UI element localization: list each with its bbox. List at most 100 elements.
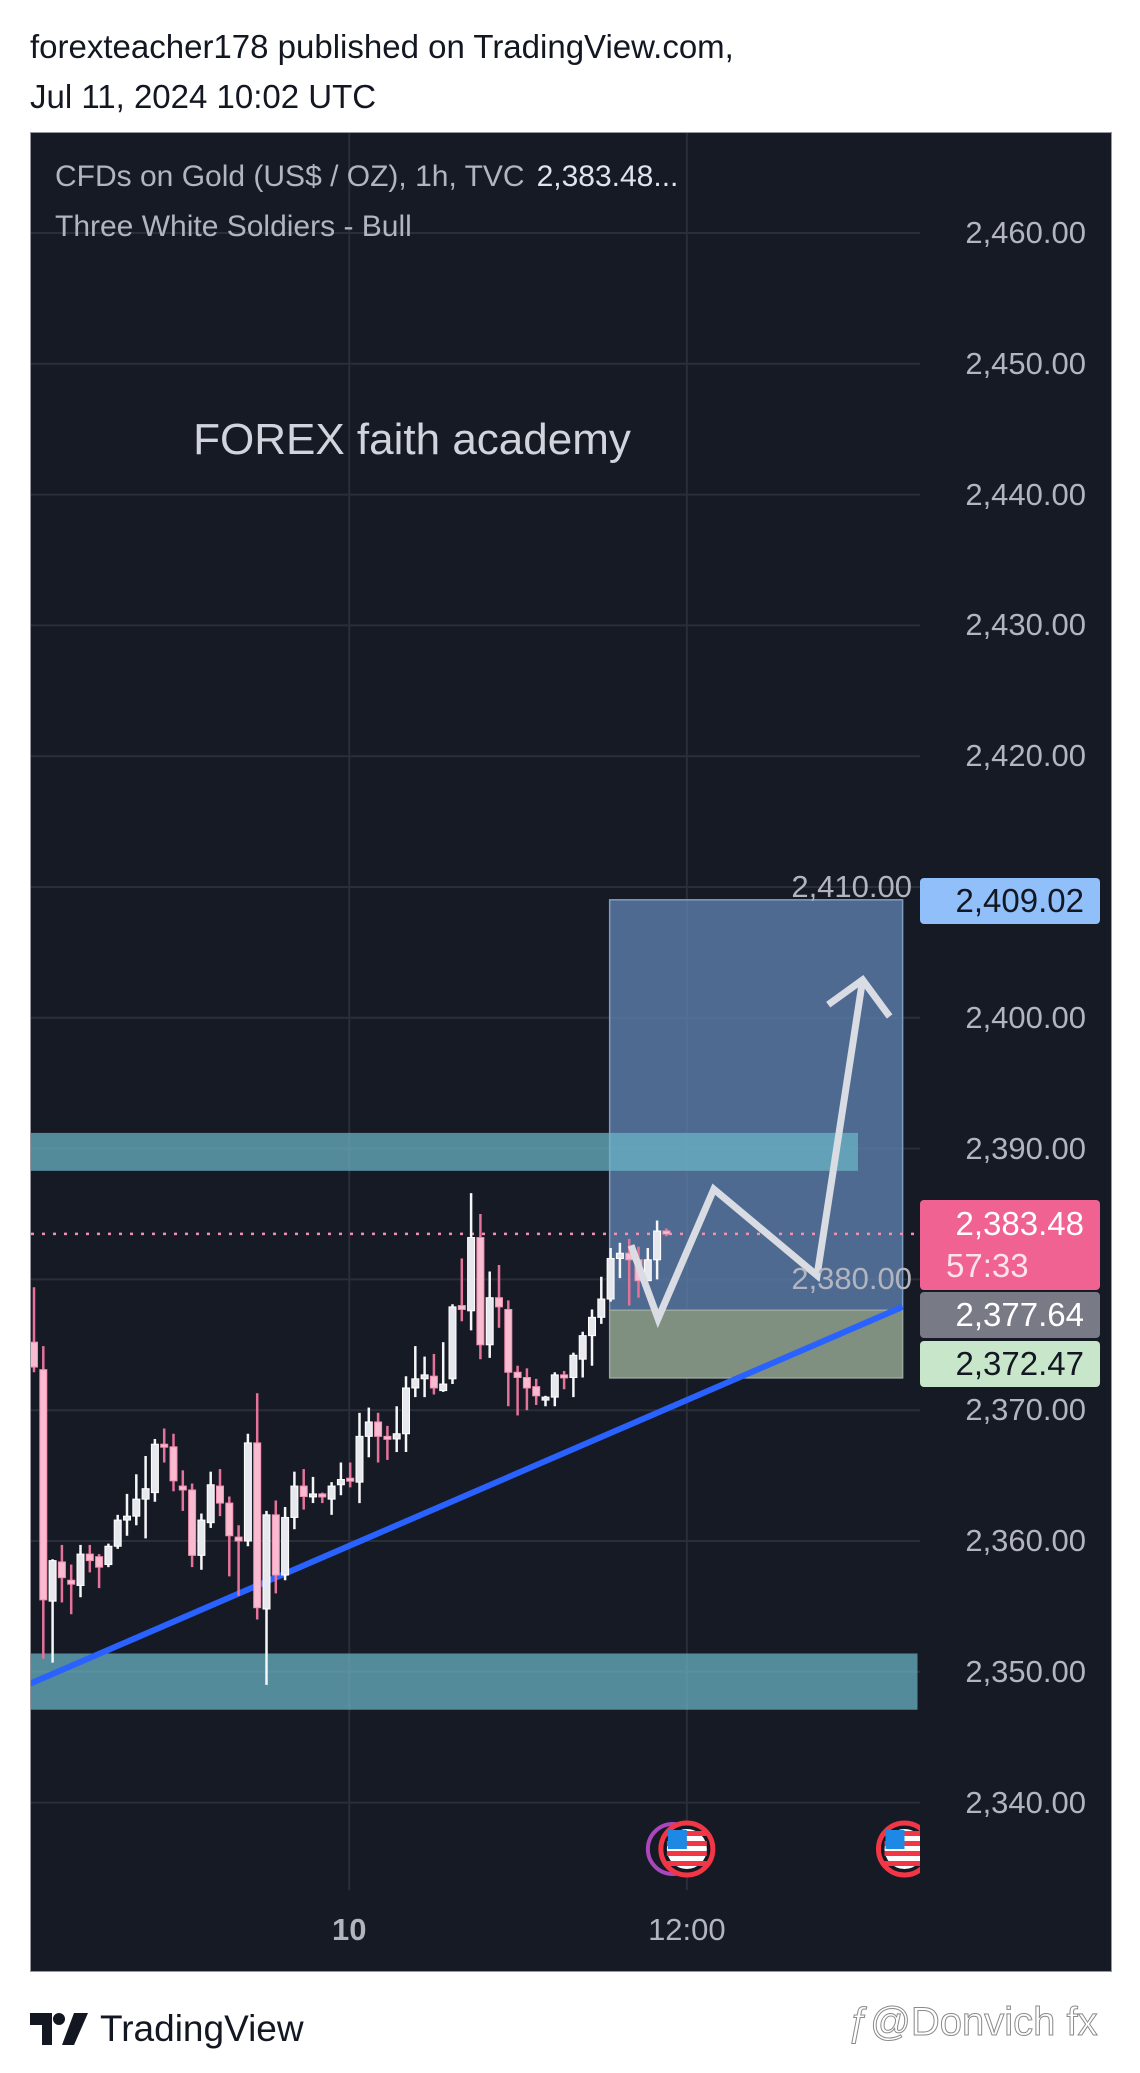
candle-body <box>429 1375 438 1389</box>
price-tick-label: 2,450.00 <box>965 345 1086 381</box>
candle-body <box>85 1553 94 1562</box>
candle <box>234 1525 243 1596</box>
candle-body <box>113 1519 122 1547</box>
tradingview-brand: TradingView <box>100 2008 304 2049</box>
candle-body <box>160 1443 169 1448</box>
candle <box>429 1353 438 1395</box>
candle <box>550 1372 559 1407</box>
candle <box>39 1346 48 1659</box>
candle-body <box>309 1493 317 1498</box>
candle-body <box>476 1237 485 1346</box>
candle <box>95 1554 104 1589</box>
candle-body <box>253 1442 262 1609</box>
candle <box>420 1356 429 1398</box>
entry-price-label: 2,377.64 <box>920 1292 1100 1338</box>
candle <box>123 1493 131 1536</box>
candle <box>457 1258 466 1322</box>
candle-body <box>123 1515 131 1521</box>
candle <box>150 1438 159 1502</box>
candle-body <box>318 1493 327 1498</box>
candle <box>57 1544 66 1603</box>
candle-body <box>532 1386 541 1397</box>
candle-body <box>95 1556 104 1568</box>
candle <box>271 1500 280 1594</box>
candle-body <box>336 1479 345 1486</box>
facebook-icon: ƒ <box>847 2000 871 2045</box>
candle-body <box>281 1516 290 1576</box>
candle <box>485 1271 494 1358</box>
candle <box>290 1471 299 1530</box>
candle-body <box>588 1316 596 1337</box>
candle <box>402 1376 410 1453</box>
price-tick-label: 2,340.00 <box>965 1784 1086 1820</box>
candle <box>411 1346 420 1398</box>
candle <box>104 1543 113 1568</box>
candle <box>588 1309 596 1366</box>
candle <box>48 1559 57 1663</box>
candle <box>178 1470 187 1511</box>
candle-body <box>178 1485 187 1491</box>
candle-body <box>522 1377 531 1389</box>
candle <box>383 1425 392 1460</box>
candle <box>113 1514 122 1549</box>
grid <box>31 133 920 1890</box>
legend-price: 2,383.48... <box>536 160 679 193</box>
candle-body <box>504 1308 513 1373</box>
candle <box>132 1474 141 1526</box>
tradingview-logo[interactable]: TradingView <box>30 2008 304 2050</box>
price-tick-label-inset: 2,410.00 <box>791 869 912 904</box>
candle-body <box>234 1536 243 1542</box>
candle <box>206 1471 215 1528</box>
flag-stripe <box>666 1861 707 1866</box>
candle <box>495 1265 503 1328</box>
candle <box>243 1433 252 1547</box>
target-price-label: 2,409.02 <box>920 878 1100 924</box>
candle-body <box>560 1374 569 1379</box>
candle <box>197 1513 206 1570</box>
price-tick-label: 2,370.00 <box>965 1392 1086 1428</box>
candle-body <box>467 1237 476 1312</box>
candle-body <box>141 1488 150 1500</box>
candle-body <box>31 1341 38 1368</box>
candle <box>364 1407 373 1458</box>
price-tick-label: 2,350.00 <box>965 1653 1086 1689</box>
pattern-legend[interactable]: Three White Soldiers - Bull <box>55 210 412 243</box>
candle-body <box>457 1305 466 1310</box>
candle <box>476 1214 485 1360</box>
candle-body <box>569 1354 578 1379</box>
candle-body <box>541 1396 550 1401</box>
candle-body <box>411 1378 420 1389</box>
candle-body <box>346 1477 355 1482</box>
candle <box>318 1492 327 1504</box>
candle <box>606 1248 615 1302</box>
candle <box>85 1544 94 1573</box>
candle-body <box>104 1545 113 1566</box>
candle <box>541 1395 550 1407</box>
candle <box>216 1469 224 1517</box>
candle <box>467 1193 476 1331</box>
candle-body <box>439 1383 448 1392</box>
flag-canton <box>885 1830 905 1849</box>
candle-body <box>448 1306 457 1380</box>
candle-body <box>150 1443 159 1494</box>
time-tick-label: 12:00 <box>648 1912 726 1947</box>
support-zone <box>31 1653 918 1710</box>
trendline <box>31 1304 904 1687</box>
price-tick-label: 2,390.00 <box>965 1130 1086 1166</box>
event-markers <box>645 1820 920 1878</box>
candle-body <box>299 1485 308 1498</box>
candle <box>569 1352 578 1398</box>
symbol-legend[interactable]: CFDs on Gold (US$ / OZ), 1h, TVC 2,383.48… <box>55 160 678 194</box>
candle-body <box>485 1297 494 1346</box>
candle-body <box>495 1297 503 1308</box>
us-flag-icon <box>645 1820 716 1878</box>
candle <box>169 1433 178 1492</box>
candle <box>522 1368 531 1411</box>
candle <box>253 1393 262 1620</box>
candle-body <box>392 1433 401 1440</box>
candle <box>560 1370 569 1390</box>
candle-body <box>290 1485 299 1518</box>
candle <box>643 1248 652 1282</box>
candle-body <box>57 1561 66 1579</box>
